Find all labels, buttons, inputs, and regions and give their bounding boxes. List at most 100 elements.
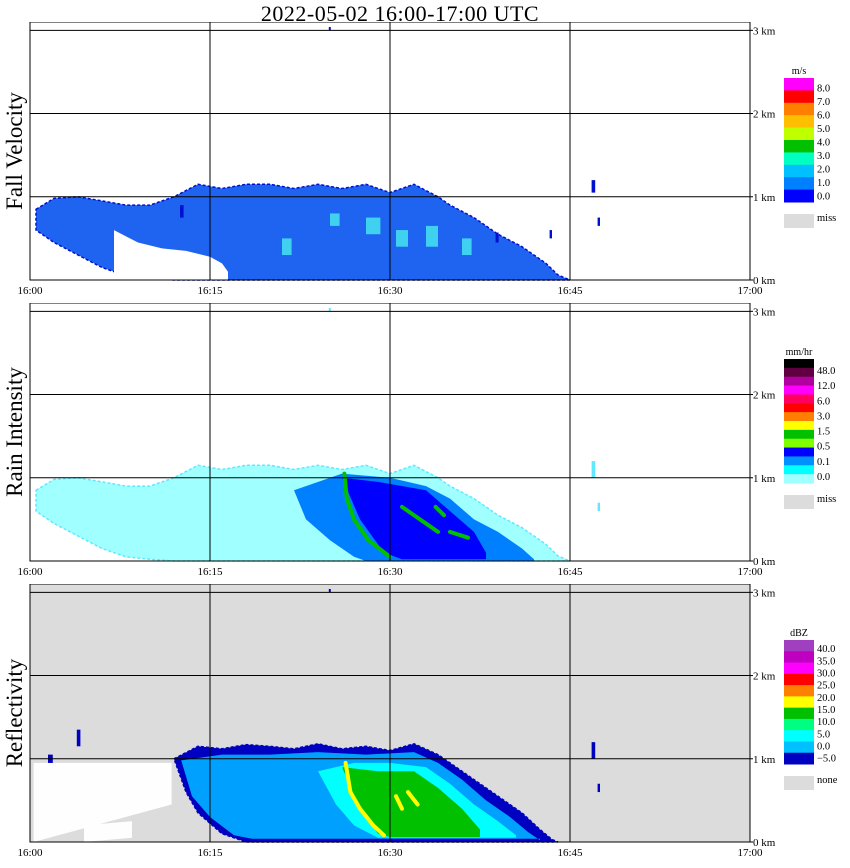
echo-streak-1 <box>400 504 440 534</box>
y-tick-label: 3 km <box>753 306 776 318</box>
echo-core <box>342 767 480 837</box>
y-tick-label: 2 km <box>753 109 776 121</box>
echo-streak-2 <box>394 794 404 811</box>
x-tick-label: 16:00 <box>17 285 43 297</box>
colorbar-swatch <box>784 189 814 203</box>
plot-frame <box>29 584 751 843</box>
plot-frame <box>29 22 751 281</box>
echo-speck-4 <box>180 205 184 218</box>
x-tick-label: 16:45 <box>557 847 583 859</box>
echo-streak-0 <box>342 471 392 559</box>
x-tick-label: 16:30 <box>377 847 403 859</box>
x-tick-label: 16:45 <box>557 285 583 297</box>
panel-label: Rain Intensity <box>2 367 27 497</box>
echo-speck-4 <box>328 588 331 593</box>
colorbar-swatch <box>784 90 814 104</box>
colorbar-label: −5.0 <box>817 754 836 765</box>
colorbar-swatch <box>784 385 814 395</box>
colorbar-unit: m/s <box>792 66 807 77</box>
x-tick-label: 16:15 <box>197 847 223 859</box>
colorbar-label: 15.0 <box>817 705 835 716</box>
x-tick-label: 16:00 <box>17 566 43 578</box>
x-tick-label: 17:00 <box>737 566 763 578</box>
colorbar-label: 10.0 <box>817 717 835 728</box>
colorbar-missing-label: miss <box>817 494 836 505</box>
colorbar-swatch <box>784 164 814 178</box>
colorbar-swatch <box>784 456 814 466</box>
echo-speck-0 <box>591 742 596 759</box>
echo-core <box>342 477 486 560</box>
y-tick-label: 3 km <box>753 25 776 37</box>
echo-speck-3 <box>549 230 552 239</box>
colorbar-label: 3.0 <box>817 411 830 422</box>
echo-gap <box>114 230 228 280</box>
echo-patch-3 <box>282 238 292 256</box>
echo-patch-4 <box>330 213 340 226</box>
echo-streak-2 <box>433 504 446 518</box>
colorbar-label: 1.5 <box>817 427 830 438</box>
colorbar-swatch <box>784 127 814 141</box>
plot-frame <box>29 303 751 562</box>
colorbar-label: 4.0 <box>817 137 830 148</box>
colorbar-swatch <box>784 673 814 686</box>
echo-speck-1 <box>597 217 600 226</box>
x-tick-label: 16:45 <box>557 566 583 578</box>
x-tick-label: 16:30 <box>377 566 403 578</box>
colorbar-swatch <box>784 403 814 413</box>
colorbar-swatch <box>784 115 814 129</box>
echo-patch-1 <box>396 230 408 247</box>
colorbar-swatch <box>784 438 814 449</box>
panel-label: Reflectivity <box>2 658 27 767</box>
y-tick-label: 2 km <box>753 390 776 402</box>
colorbar-label: 5.0 <box>817 729 830 740</box>
colorbar-swatch <box>784 394 814 404</box>
colorbar-missing-swatch <box>784 495 814 509</box>
colorbar-label: 0.0 <box>817 191 830 202</box>
x-tick-label: 17:00 <box>737 285 763 297</box>
x-tick-label: 17:00 <box>737 847 763 859</box>
colorbar-swatch <box>784 140 814 153</box>
colorbar-missing-label: none <box>817 775 838 786</box>
colorbar-label: 6.0 <box>817 396 830 407</box>
colorbar-swatch <box>784 421 814 431</box>
echo-speck-0 <box>591 461 596 478</box>
y-tick-label: 0 km <box>753 837 776 849</box>
colorbar-label: 7.0 <box>817 97 830 108</box>
y-tick-label: 2 km <box>753 671 776 683</box>
echo-patch-5 <box>462 238 472 256</box>
y-tick-label: 1 km <box>753 192 776 204</box>
echo-speck-2 <box>328 307 331 312</box>
colorbar-label: 5.0 <box>817 124 830 135</box>
colorbar-swatch <box>784 367 814 378</box>
colorbar-label: 40.0 <box>817 644 835 655</box>
echo-streak-3 <box>448 529 470 540</box>
colorbar-missing-label: miss <box>817 213 836 224</box>
y-tick-label: 0 km <box>753 556 776 568</box>
colorbar-swatch <box>784 685 814 697</box>
y-tick-label: 3 km <box>753 587 776 599</box>
colorbar-label: 0.1 <box>817 457 830 468</box>
colorbar-swatch <box>784 429 814 440</box>
colorbar-label: 0.0 <box>817 472 830 483</box>
colorbar-swatch <box>784 662 814 675</box>
colorbar-label: 48.0 <box>817 366 835 377</box>
x-tick-label: 16:30 <box>377 285 403 297</box>
rain-intensity-panel: 16:00 16:15 16:30 16:45 17:000 km 1 km 2 km 3 k… <box>2 303 836 578</box>
colorbar-label: 8.0 <box>817 83 830 94</box>
colorbar-label: 3.0 <box>817 151 830 162</box>
colorbar-swatch <box>784 741 814 754</box>
colorbar-swatch <box>784 640 814 652</box>
colorbar-swatch <box>784 696 814 709</box>
colorbar-swatch <box>784 177 814 191</box>
colorbar-label: 35.0 <box>817 656 835 667</box>
colorbar-swatch <box>784 152 814 166</box>
x-tick-label: 16:15 <box>197 285 223 297</box>
colorbar-unit: mm/hr <box>786 347 813 358</box>
x-tick-label: 16:00 <box>17 847 43 859</box>
echo-speck-1 <box>597 783 600 793</box>
colorbar-swatch <box>784 78 814 91</box>
reflectivity-panel: 16:00 16:15 16:30 16:45 17:000 km 1 km 2 km 3 k… <box>2 584 838 859</box>
colorbar-label: 20.0 <box>817 693 835 704</box>
colorbar-label: 2.0 <box>817 164 830 175</box>
colorbar-missing-swatch <box>784 776 814 790</box>
